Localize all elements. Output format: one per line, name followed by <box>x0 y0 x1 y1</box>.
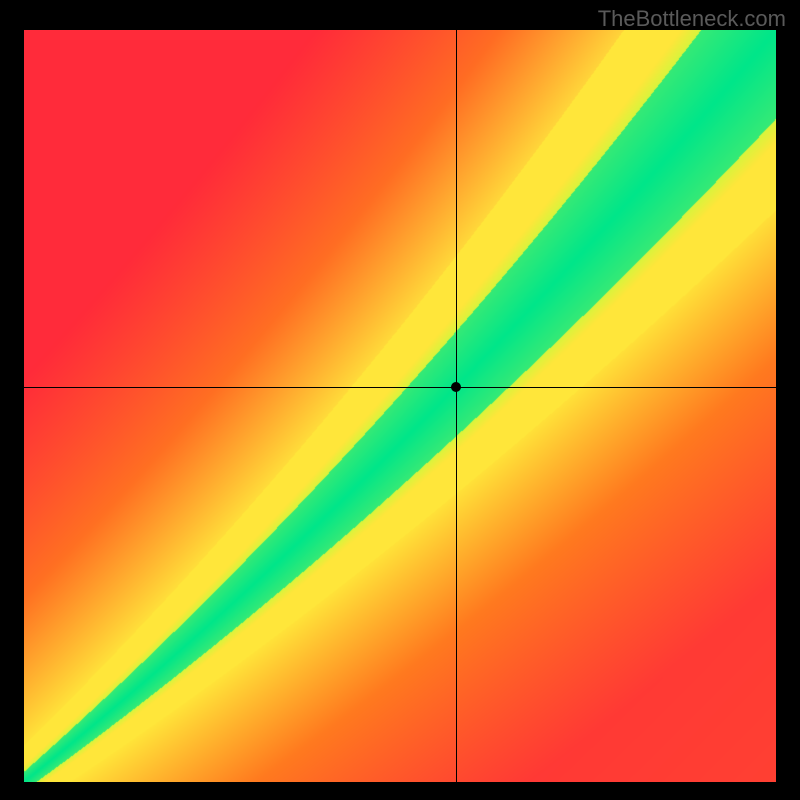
crosshair-horizontal <box>24 387 776 388</box>
crosshair-dot <box>451 382 461 392</box>
heatmap-canvas <box>24 30 776 782</box>
crosshair-vertical <box>456 30 457 782</box>
heatmap-chart <box>24 30 776 782</box>
watermark-text: TheBottleneck.com <box>598 6 786 32</box>
chart-black-frame <box>0 0 800 800</box>
chart-container: TheBottleneck.com <box>0 0 800 800</box>
